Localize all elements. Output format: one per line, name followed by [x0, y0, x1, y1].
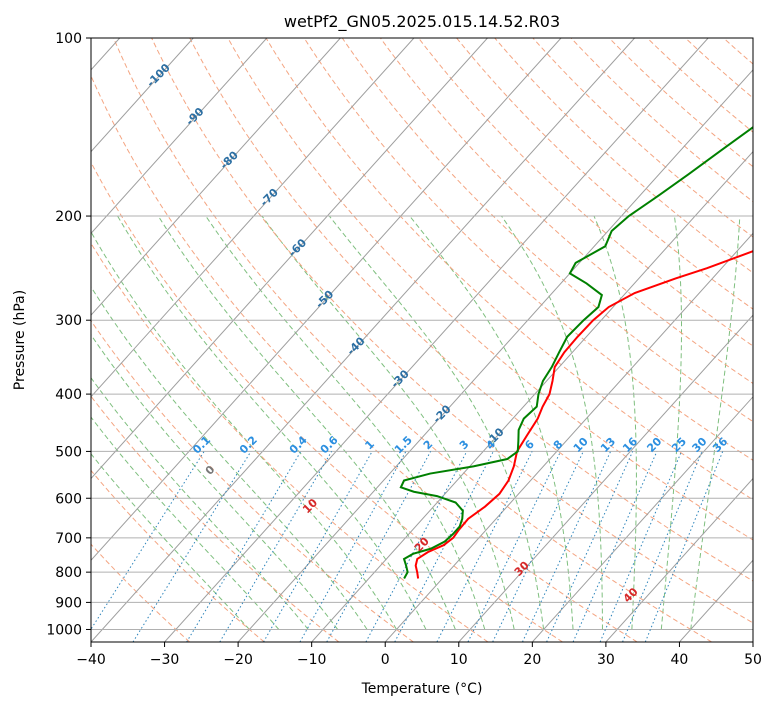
- y-tick-label: 1000: [46, 622, 82, 638]
- isobar-gridlines: [91, 38, 753, 630]
- x-axis-ticks: −40 −30 −20 −10 0 10 20 30 40 50: [76, 642, 762, 668]
- dry-adiabat-line: [762, 38, 775, 642]
- mixing-ratio-line: [572, 451, 658, 642]
- mixing-ratio-line: [546, 451, 634, 642]
- y-tick-label: 600: [55, 491, 82, 507]
- isotherm-line: [91, 38, 194, 153]
- moist-adiabat-line: [328, 215, 545, 630]
- skewed-isotherms: [91, 38, 753, 642]
- dry-adiabat-line: [113, 38, 712, 642]
- isotherm-line: [164, 38, 709, 642]
- y-axis-ticks: 100 200 300 400 500 600 700 800 900 1000: [46, 31, 91, 638]
- mixing-ratio-line: [522, 451, 612, 642]
- dry-adiabat-line: [265, 38, 753, 501]
- x-tick-label: 0: [381, 652, 390, 668]
- series-line: [399, 126, 753, 579]
- isotherm-line: [458, 314, 753, 642]
- isotherm-line: [311, 150, 753, 642]
- plot-frame: [90, 37, 754, 643]
- isotherm-line: [91, 38, 341, 316]
- y-tick-label: 700: [55, 531, 82, 547]
- series-lines: [399, 126, 753, 579]
- mixing-ratio-line: [91, 451, 205, 631]
- mixing-ratio-line: [467, 451, 562, 642]
- y-tick-label: 400: [55, 387, 82, 403]
- isotherm-line: [752, 641, 753, 642]
- x-tick-label: 50: [744, 652, 762, 668]
- x-tick-label: 30: [597, 652, 615, 668]
- x-tick-label: −20: [223, 652, 253, 668]
- chart-title: wetPf2_GN05.2025.015.14.52.R03: [284, 12, 560, 32]
- dry-adiabat-line: [227, 38, 753, 541]
- x-tick-label: −30: [150, 652, 180, 668]
- mixing-ratio-line: [263, 451, 373, 642]
- y-tick-label: 200: [55, 209, 82, 225]
- y-tick-label: 300: [55, 313, 82, 329]
- dry-adiabat-line: [91, 469, 265, 642]
- isotherm-line: [91, 38, 488, 480]
- moist-adiabat-line: [117, 215, 427, 630]
- isotherm-line: [91, 38, 415, 398]
- mixing-ratio-line: [326, 451, 432, 642]
- dry-adiabat-line: [151, 38, 753, 624]
- y-tick-label: 500: [55, 444, 82, 460]
- isotherm-line: [384, 232, 753, 642]
- isotherm-line: [605, 477, 753, 642]
- dry-adiabat-line: [418, 38, 753, 347]
- dry-adiabat-line: [494, 38, 753, 274]
- x-tick-label: −40: [76, 652, 106, 668]
- dry-adiabat-line: [91, 161, 563, 642]
- x-tick-label: 10: [450, 652, 468, 668]
- dry-adiabats: [91, 38, 775, 642]
- x-tick-label: −10: [297, 652, 327, 668]
- dry-adiabat-line: [91, 242, 489, 642]
- x-axis-label: Temperature (°C): [361, 681, 483, 697]
- dry-adiabat-line: [608, 38, 753, 168]
- y-axis-label: Pressure (hPa): [12, 290, 28, 390]
- mixing-ratio-lines: [91, 451, 724, 642]
- isotherm-line: [91, 38, 268, 235]
- y-tick-label: 100: [55, 31, 82, 47]
- dry-adiabat-line: [91, 319, 414, 642]
- y-tick-label: 900: [55, 595, 82, 611]
- moist-adiabat-line: [157, 215, 456, 630]
- mixing-ratio-line: [132, 451, 252, 642]
- dry-adiabat-line: [189, 38, 753, 582]
- y-tick-label: 800: [55, 565, 82, 581]
- x-tick-label: 40: [671, 652, 689, 668]
- dry-adiabat-line: [91, 395, 340, 642]
- mixing-ratio-line: [299, 451, 407, 642]
- mixing-ratio-line: [219, 451, 333, 642]
- isotherm-line: [531, 396, 753, 642]
- moist-adiabat-line: [205, 215, 486, 630]
- isotherm-line: [91, 38, 562, 562]
- isotherm-line: [237, 69, 753, 642]
- x-tick-label: 20: [523, 652, 541, 668]
- moist-adiabat-line: [91, 333, 339, 630]
- series-line: [414, 250, 753, 579]
- dry-adiabat-line: [532, 38, 753, 238]
- dry-adiabat-line: [303, 38, 753, 461]
- mixing-ratio-line: [622, 451, 703, 642]
- dry-adiabat-line: [341, 38, 753, 423]
- dry-adiabat-line: [91, 74, 638, 642]
- mixing-ratio-line: [186, 451, 302, 642]
- mixing-ratio-line: [599, 451, 682, 642]
- isotherm-line: [91, 38, 635, 642]
